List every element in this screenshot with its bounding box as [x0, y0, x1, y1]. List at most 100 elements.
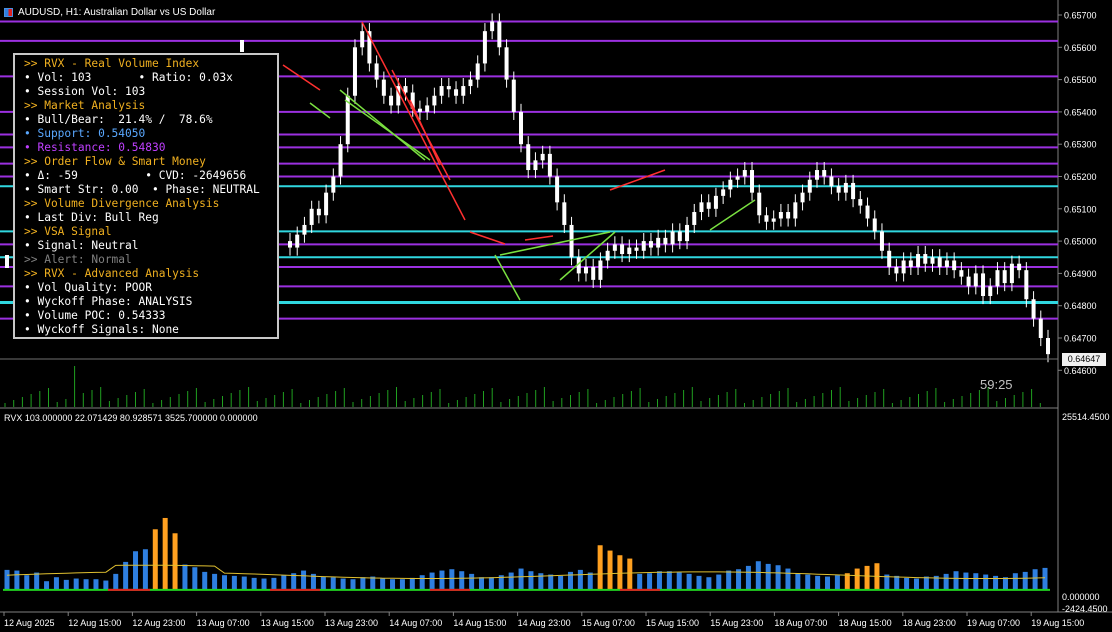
candle-body — [916, 254, 921, 267]
volume-bar — [202, 571, 208, 590]
candle-body — [735, 176, 740, 180]
volume-ma-line — [6, 564, 1046, 579]
candle-body — [526, 144, 531, 171]
chart-window-icon — [4, 8, 13, 17]
candle-body — [432, 95, 437, 106]
candle-body — [338, 144, 343, 177]
volume-bar — [1012, 573, 1018, 590]
candle-body — [454, 89, 459, 96]
volume-bar — [330, 577, 336, 590]
volume-bar — [231, 575, 237, 590]
candle-body — [656, 237, 661, 248]
volume-bar — [212, 573, 218, 590]
candle-body — [533, 160, 538, 171]
candle-body — [973, 273, 978, 287]
volume-bar — [726, 570, 732, 590]
candle-body — [944, 260, 949, 267]
price-axis-label: 0.65300 — [1064, 140, 1097, 150]
time-axis-label: 13 Aug 15:00 — [261, 618, 314, 628]
candle-body — [966, 276, 971, 287]
volume-bar — [805, 574, 811, 590]
volume-bar — [676, 572, 682, 590]
info-line: • Vol: 103 • Ratio: 0.03x — [24, 71, 233, 84]
time-axis-label: 14 Aug 07:00 — [389, 618, 442, 628]
volume-bar — [834, 575, 840, 590]
volume-bar — [538, 573, 544, 590]
price-axis-label: 0.64900 — [1064, 269, 1097, 279]
bearish-divergence-line — [409, 99, 441, 166]
volume-bar — [320, 576, 326, 590]
volume-bar-high — [627, 558, 633, 590]
candle-body — [742, 170, 747, 177]
info-line: • Last Div: Bull Reg — [24, 211, 159, 224]
volume-bar — [993, 575, 999, 590]
volume-bar-high — [597, 545, 603, 590]
volume-bar — [637, 573, 643, 590]
volume-bar — [567, 571, 573, 590]
candle-body — [706, 202, 711, 209]
volume-bar — [439, 570, 445, 590]
volume-bar — [63, 579, 69, 590]
volume-bar — [884, 574, 890, 590]
volume-bar — [973, 573, 979, 590]
candle-body — [562, 202, 567, 225]
volume-bar — [241, 576, 247, 590]
volume-bar — [795, 573, 801, 590]
volume-bar — [419, 575, 425, 590]
candle-body — [894, 266, 899, 274]
candle-body — [721, 189, 726, 196]
candle-body — [677, 231, 682, 242]
volume-bar-high — [844, 573, 850, 590]
price-axis-label: 0.64700 — [1064, 334, 1097, 344]
candle-body — [5, 255, 9, 268]
volume-bar — [558, 575, 564, 590]
volume-bar — [983, 574, 989, 590]
candle-body — [374, 63, 379, 80]
volume-bar — [449, 569, 455, 590]
candle-body — [728, 179, 733, 190]
volume-bar — [251, 577, 257, 590]
volume-bar — [73, 578, 79, 590]
divergence-lines — [282, 21, 756, 301]
info-line: • Resistance: 0.54830 — [24, 141, 166, 154]
candle-body — [396, 86, 401, 106]
volume-bar-high — [152, 529, 158, 590]
candle-body — [641, 241, 646, 251]
volume-bar — [894, 575, 900, 590]
info-line: >> RVX - Advanced Analysis — [24, 267, 200, 280]
volume-bar — [409, 577, 415, 590]
volume-bar — [913, 578, 919, 590]
volume-bar — [133, 551, 139, 590]
candle-body — [836, 186, 841, 193]
volume-bar — [656, 571, 662, 590]
candle-body — [822, 170, 827, 177]
candle-body — [930, 257, 935, 264]
current-price-badge: 0.64647 — [1062, 353, 1106, 366]
candle-body — [324, 192, 329, 216]
candle-body — [1002, 270, 1007, 284]
info-line: >> RVX - Real Volume Index — [24, 57, 200, 70]
time-axis-label: 14 Aug 15:00 — [453, 618, 506, 628]
time-axis-label: 19 Aug 15:00 — [1031, 618, 1084, 628]
candle-body — [872, 218, 877, 232]
candle-body — [511, 79, 516, 112]
price-axis-label: 0.65200 — [1064, 172, 1097, 182]
volume-bar — [34, 572, 40, 590]
candle-body — [620, 244, 625, 255]
volume-bar — [686, 573, 692, 590]
info-line: • Bull/Bear: 21.4% / 78.6% — [24, 113, 213, 126]
candle-body — [504, 47, 509, 80]
volume-bar — [815, 575, 821, 590]
volume-bar — [103, 580, 109, 590]
candle-body — [807, 179, 812, 193]
indicator-label: RVX 103.000000 22.071429 80.928571 3525.… — [4, 413, 258, 423]
volume-histogram — [3, 517, 1050, 591]
volume-bar — [488, 577, 494, 590]
candle-body — [345, 95, 350, 145]
info-line: • Smart Str: 0.00 • Phase: NEUTRAL — [24, 183, 260, 196]
candle-body — [295, 234, 300, 248]
volume-bar-high — [607, 550, 613, 590]
candle-body — [1017, 263, 1022, 271]
bearish-divergence-line — [609, 169, 666, 191]
time-axis-label: 12 Aug 2025 — [4, 618, 55, 628]
